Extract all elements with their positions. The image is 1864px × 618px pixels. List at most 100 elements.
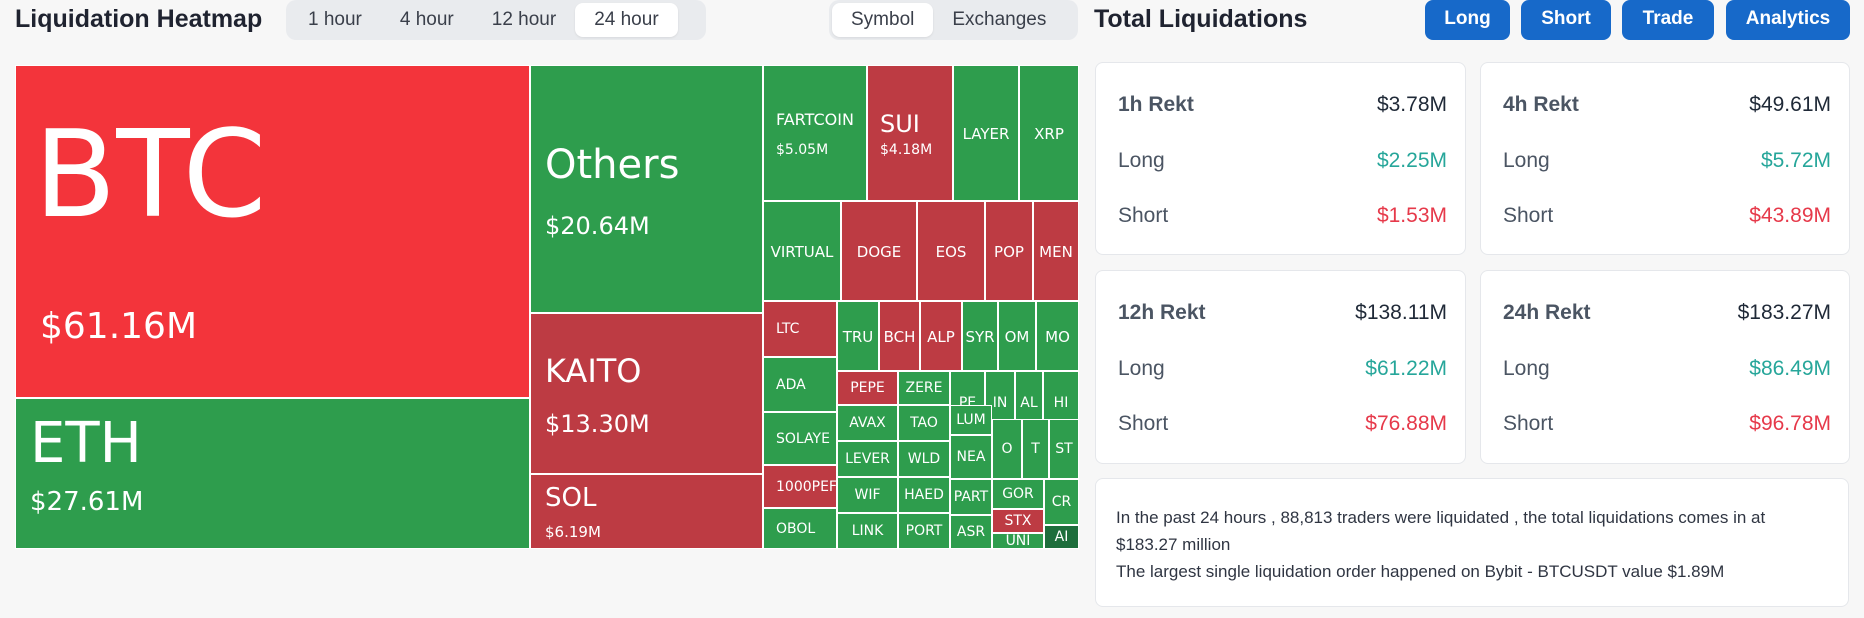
heatmap-tile-gor[interactable]: GOR bbox=[992, 479, 1044, 509]
tile-symbol: WIF bbox=[854, 487, 881, 503]
heatmap-tile-link[interactable]: LINK bbox=[837, 513, 898, 549]
card-period-label: 12h Rekt bbox=[1118, 301, 1206, 324]
heatmap-tile-zere[interactable]: ZERE bbox=[898, 371, 950, 405]
heatmap-tile-bch[interactable]: BCH bbox=[879, 301, 920, 371]
tile-symbol: O bbox=[1001, 441, 1013, 457]
heatmap-tile-obol[interactable]: OBOL bbox=[763, 508, 837, 549]
tile-symbol: ST bbox=[1055, 441, 1073, 457]
heatmap-tile-ltc[interactable]: LTC bbox=[763, 301, 837, 357]
tile-symbol: SUI bbox=[880, 110, 920, 138]
heatmap-tile-asr[interactable]: ASR bbox=[950, 515, 992, 549]
heatmap-tile-tru[interactable]: TRU bbox=[837, 301, 879, 371]
heatmap-tile-cr[interactable]: CR bbox=[1044, 479, 1079, 525]
tile-symbol: FARTCOIN bbox=[776, 110, 854, 129]
tile-symbol: ETH bbox=[30, 411, 142, 476]
tile-symbol: PEPE bbox=[850, 380, 885, 396]
tile-symbol: LEVER bbox=[845, 451, 890, 467]
long-value: $86.49M bbox=[1749, 357, 1831, 380]
heatmap-tile-alp[interactable]: ALP bbox=[920, 301, 962, 371]
long-label: Long bbox=[1118, 149, 1165, 172]
heatmap-tile-lever[interactable]: LEVER bbox=[837, 441, 898, 477]
tile-symbol: UNI bbox=[1005, 533, 1031, 549]
tile-value: $5.05M bbox=[776, 142, 829, 158]
tile-value: $20.64M bbox=[545, 212, 650, 240]
nav-trade-button[interactable]: Trade bbox=[1622, 0, 1714, 40]
heatmap-tile-others[interactable]: Others $20.64M bbox=[530, 65, 763, 313]
tile-symbol: TAO bbox=[910, 415, 938, 431]
heatmap-tile-kaito[interactable]: KAITO $13.30M bbox=[530, 313, 763, 474]
heatmap-tile-layer[interactable]: LAYER bbox=[953, 65, 1019, 201]
heatmap-tile-lum[interactable]: LUM bbox=[950, 405, 992, 435]
heatmap-tile-doge[interactable]: DOGE bbox=[841, 201, 917, 301]
nav-short-button[interactable]: Short bbox=[1521, 0, 1611, 40]
liquidation-summary: In the past 24 hours , 88,813 traders we… bbox=[1095, 478, 1849, 607]
heatmap-tile-btc[interactable]: BTC $61.16M bbox=[15, 65, 530, 398]
heatmap-tile-men[interactable]: MEN bbox=[1033, 201, 1079, 301]
timeframe-selector: 1 hour 4 hour 12 hour 24 hour bbox=[286, 0, 706, 40]
tile-symbol: AL bbox=[1020, 395, 1038, 411]
view-symbol[interactable]: Symbol bbox=[832, 3, 934, 37]
summary-line-2: The largest single liquidation order hap… bbox=[1116, 562, 1725, 581]
tile-symbol: OBOL bbox=[776, 521, 816, 537]
tile-symbol: SYR bbox=[965, 328, 995, 346]
heatmap-tile-pepe[interactable]: PEPE bbox=[837, 371, 898, 405]
heatmap-tile-mo[interactable]: MO bbox=[1036, 301, 1079, 371]
nav-long-button[interactable]: Long bbox=[1425, 0, 1510, 40]
heatmap-tile-avax[interactable]: AVAX bbox=[837, 405, 898, 441]
heatmap-tile-pop[interactable]: POP bbox=[985, 201, 1033, 301]
timeframe-24-hour[interactable]: 24 hour bbox=[575, 3, 678, 37]
heatmap-tile-ada[interactable]: ADA bbox=[763, 357, 837, 412]
heatmap-tile-virtual[interactable]: VIRTUAL bbox=[763, 201, 841, 301]
heatmap-tile-syr[interactable]: SYR bbox=[962, 301, 998, 371]
card-total-value: $3.78M bbox=[1376, 93, 1447, 116]
tile-symbol: STX bbox=[1004, 513, 1032, 529]
timeframe-12-hour[interactable]: 12 hour bbox=[491, 9, 557, 30]
view-exchanges[interactable]: Exchanges bbox=[952, 9, 1047, 30]
heatmap-tile-stx[interactable]: STX bbox=[992, 509, 1044, 533]
tile-symbol: ADA bbox=[776, 377, 806, 393]
heatmap-tile-haed[interactable]: HAED bbox=[898, 477, 950, 513]
tile-symbol: WLD bbox=[907, 451, 941, 467]
stat-card-4h: 4h Rekt $49.61M Long $5.72M Short $43.89M bbox=[1480, 62, 1850, 255]
view-selector: Symbol Exchanges bbox=[829, 0, 1078, 40]
heatmap-tile-eos[interactable]: EOS bbox=[917, 201, 985, 301]
heatmap-tile-tao[interactable]: TAO bbox=[898, 405, 950, 441]
tile-symbol: VIRTUAL bbox=[770, 243, 834, 261]
tile-symbol: BCH bbox=[883, 328, 916, 346]
stat-card-12h: 12h Rekt $138.11M Long $61.22M Short $76.88… bbox=[1095, 270, 1466, 464]
short-value: $76.88M bbox=[1365, 412, 1447, 435]
long-value: $5.72M bbox=[1760, 149, 1831, 172]
heatmap-tile-om[interactable]: OM bbox=[998, 301, 1036, 371]
heatmap-tile-o[interactable]: O bbox=[992, 419, 1022, 479]
tile-symbol: PART bbox=[953, 489, 989, 505]
tile-symbol: 1000PEF bbox=[776, 479, 837, 495]
heatmap-tile-eth[interactable]: ETH $27.61M bbox=[15, 398, 530, 549]
heatmap-tile-port[interactable]: PORT bbox=[898, 513, 950, 549]
tile-symbol: KAITO bbox=[545, 352, 642, 390]
heatmap-tile-part[interactable]: PART bbox=[950, 479, 992, 515]
heatmap-tile-sui[interactable]: SUI $4.18M bbox=[867, 65, 953, 201]
tile-symbol: HAED bbox=[904, 487, 944, 503]
short-label: Short bbox=[1118, 204, 1169, 227]
heatmap-tile-uni[interactable]: UNI bbox=[992, 533, 1044, 549]
heatmap-tile-t[interactable]: T bbox=[1022, 419, 1049, 479]
card-total-value: $49.61M bbox=[1749, 93, 1831, 116]
nav-analytics-button[interactable]: Analytics bbox=[1726, 0, 1850, 40]
heatmap-tile-nea[interactable]: NEA bbox=[950, 435, 992, 479]
heatmap-tile-sol[interactable]: SOL $6.19M bbox=[530, 474, 763, 549]
heatmap-tile-1000pef[interactable]: 1000PEF bbox=[763, 465, 837, 508]
heatmap-tile-xrp[interactable]: XRP bbox=[1019, 65, 1079, 201]
tile-symbol: LUM bbox=[956, 412, 986, 428]
timeframe-1-hour[interactable]: 1 hour bbox=[308, 9, 362, 30]
liquidation-heatmap: BTC $61.16M ETH $27.61M Others $20.64M KAITO $1… bbox=[15, 65, 1079, 549]
heatmap-tile-st[interactable]: ST bbox=[1049, 419, 1079, 479]
heatmap-tile-fartcoin[interactable]: FARTCOIN $5.05M bbox=[763, 65, 867, 201]
heatmap-tile-solaye[interactable]: SOLAYE bbox=[763, 412, 837, 465]
heatmap-tile-ai[interactable]: AI bbox=[1044, 525, 1079, 549]
timeframe-4-hour[interactable]: 4 hour bbox=[399, 9, 454, 30]
tile-symbol: GOR bbox=[1002, 486, 1034, 502]
heatmap-tile-wif[interactable]: WIF bbox=[837, 477, 898, 513]
tile-symbol: IN bbox=[992, 395, 1008, 411]
heatmap-tile-wld[interactable]: WLD bbox=[898, 441, 950, 477]
short-value: $96.78M bbox=[1749, 412, 1831, 435]
